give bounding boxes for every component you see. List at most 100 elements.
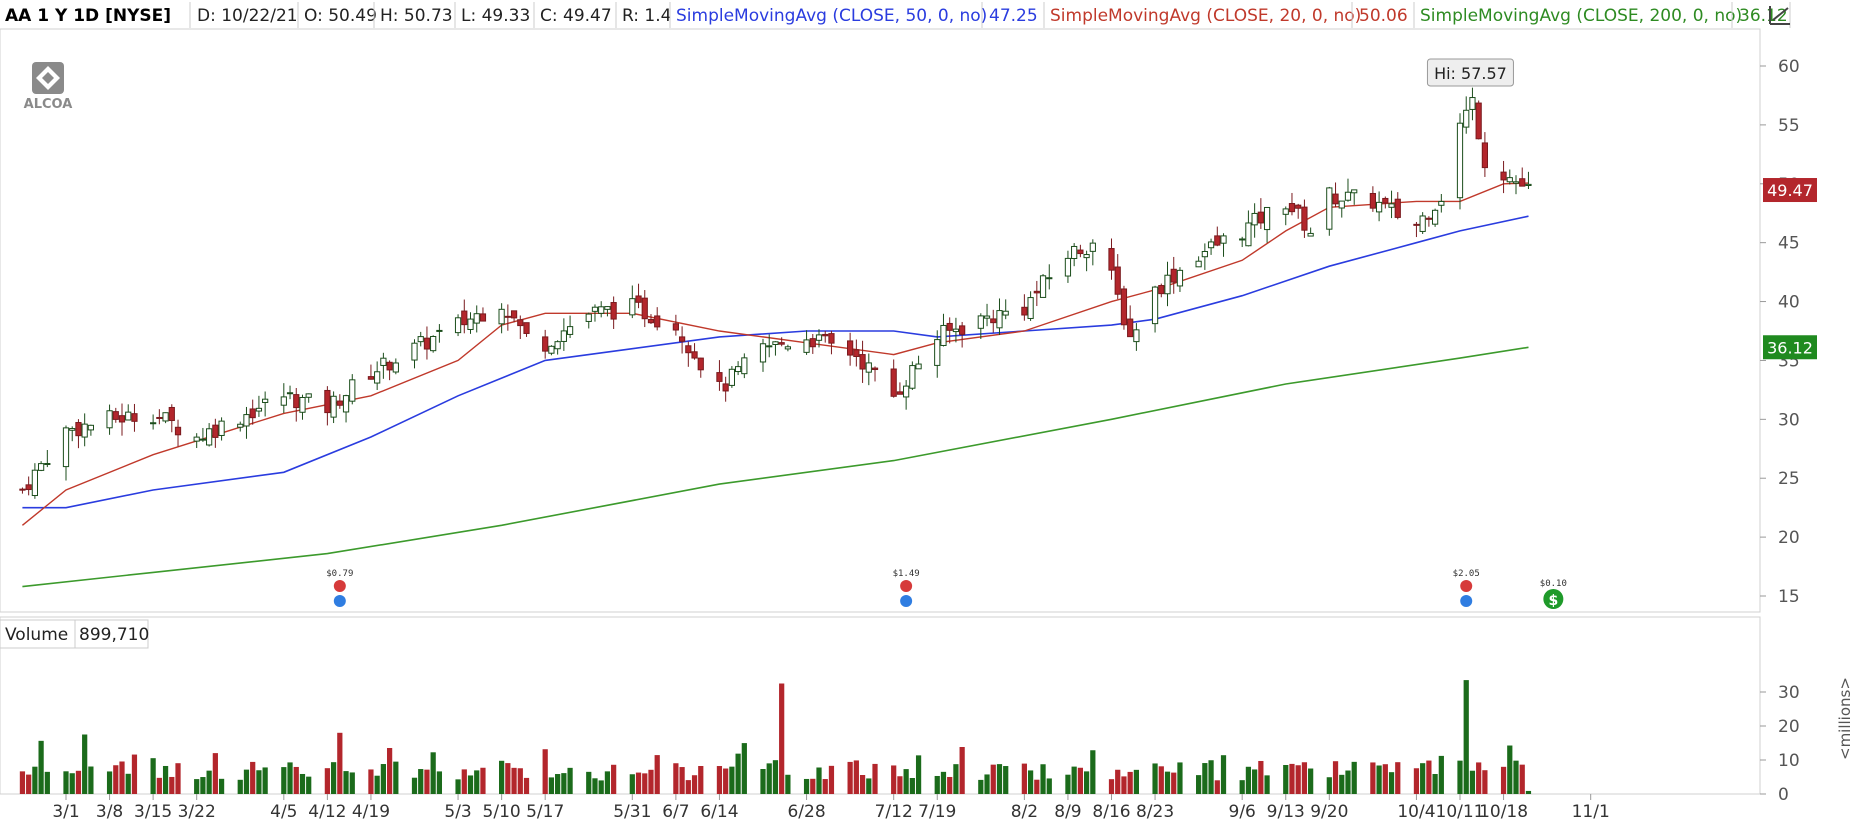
candle[interactable] [324,386,331,426]
candle[interactable] [430,335,437,353]
drawing-tools-icon[interactable] [1769,6,1790,25]
candle[interactable] [990,309,997,333]
candle[interactable] [517,315,524,340]
price-panel[interactable] [0,28,1761,613]
candle[interactable] [1170,256,1177,294]
candle[interactable] [1021,294,1028,321]
volume-axis[interactable]: 0 10 20 30 [1760,683,1800,805]
candle[interactable] [510,310,518,323]
candle[interactable] [1220,233,1227,257]
candle[interactable] [1394,192,1401,220]
candle[interactable] [647,314,655,324]
candle[interactable] [635,283,642,309]
date-axis[interactable]: 3/1 3/8 3/15 3/22 4/5 4/12 4/19 5/3 5/10 5/17 5/31… [52,794,1610,821]
candle[interactable] [1413,221,1420,238]
candle[interactable] [1456,113,1464,210]
candle[interactable] [1214,226,1221,247]
candle[interactable] [1251,203,1258,238]
candle[interactable] [156,409,163,425]
candle[interactable] [716,360,723,391]
candle[interactable] [299,394,306,420]
candle[interactable] [1263,206,1271,243]
candle[interactable] [206,423,213,447]
candle[interactable] [722,376,729,402]
volume-series[interactable] [19,680,1532,794]
candle[interactable] [1382,196,1389,209]
candle[interactable] [1519,167,1526,187]
candle[interactable] [1164,261,1171,307]
candle[interactable] [1344,178,1352,202]
candle[interactable] [1431,208,1439,227]
candle[interactable] [305,393,312,403]
candle[interactable] [1338,200,1345,218]
candle[interactable] [728,366,735,388]
candle[interactable] [554,340,561,355]
candle[interactable] [25,476,32,496]
candle[interactable] [367,364,375,380]
candle[interactable] [411,339,418,369]
price-axis[interactable]: 15202530354045505560 [1760,57,1800,607]
candle[interactable] [809,334,816,354]
candle[interactable] [566,315,574,339]
candle[interactable] [280,383,287,414]
candle[interactable] [1002,299,1009,320]
candle[interactable] [560,318,567,351]
candle[interactable] [1158,283,1165,298]
candle[interactable] [374,361,381,390]
candle[interactable] [977,313,984,339]
study-sma20-label[interactable]: SimpleMovingAvg (CLOSE, 20, 0, no) [1050,6,1361,26]
candle[interactable] [75,419,82,449]
candle[interactable] [286,385,294,400]
candle[interactable] [1151,285,1159,333]
candle[interactable] [598,301,605,318]
candle[interactable] [946,317,953,344]
candle[interactable] [106,404,113,435]
candle[interactable] [1133,323,1140,351]
candle[interactable] [69,426,76,442]
candle[interactable] [44,449,51,468]
candle[interactable] [1207,238,1215,255]
candle[interactable] [467,312,474,334]
candle[interactable] [903,380,910,410]
candle[interactable] [473,305,480,333]
candle[interactable] [1108,238,1115,280]
candle[interactable] [212,418,219,448]
candle[interactable] [940,313,947,347]
candle[interactable] [218,417,225,441]
candle[interactable] [847,332,854,366]
candle[interactable] [1239,236,1246,248]
candle[interactable] [654,307,661,331]
candle[interactable] [342,394,350,423]
candle[interactable] [1064,250,1072,283]
candle[interactable] [19,487,26,494]
candle[interactable] [255,395,263,417]
candle[interactable] [803,330,810,355]
candle[interactable] [1369,186,1376,212]
candle[interactable] [697,357,704,378]
symbol-label[interactable]: AA 1 Y 1D [NYSE] [5,6,171,26]
candle[interactable] [604,306,611,317]
candle[interactable] [828,330,835,355]
candle[interactable] [915,355,922,370]
candle[interactable] [952,317,960,343]
candle[interactable] [1481,132,1489,177]
candle[interactable] [125,404,132,421]
dividend-marker[interactable]: $1.49 [893,569,920,607]
candle[interactable] [168,404,175,433]
candle[interactable] [1245,210,1252,247]
candle[interactable] [1525,171,1532,189]
candle[interactable] [1388,190,1395,219]
candle[interactable] [766,334,773,358]
candle[interactable] [392,358,399,375]
candle[interactable] [896,382,904,395]
candle[interactable] [1307,227,1314,237]
candle[interactable] [1326,186,1333,236]
candle[interactable] [112,407,119,423]
candle[interactable] [1475,100,1482,140]
candle[interactable] [1027,291,1034,321]
candle[interactable] [1083,250,1090,272]
candle[interactable] [243,406,250,439]
candle[interactable] [629,285,636,319]
candle[interactable] [118,403,126,436]
candle[interactable] [542,329,549,359]
